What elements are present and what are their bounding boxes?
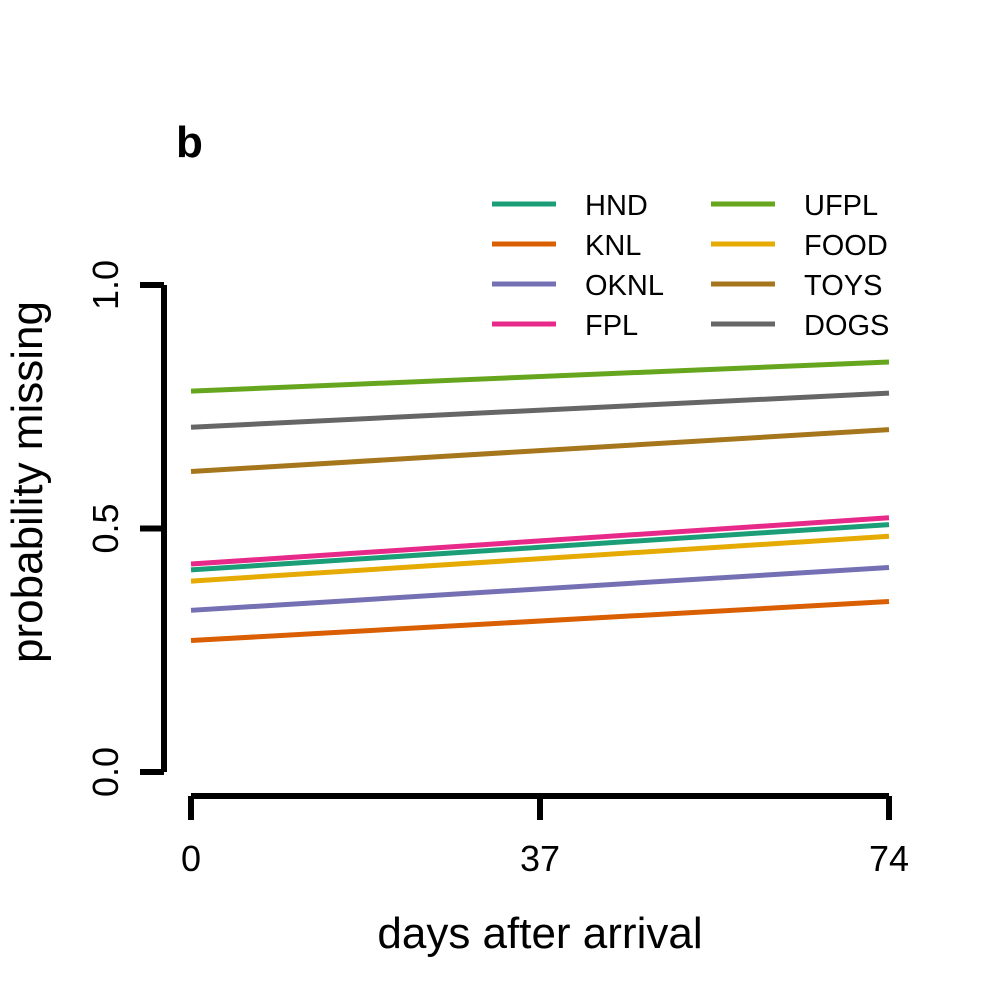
legend-label: UFPL xyxy=(804,190,878,222)
legend-label: FOOD xyxy=(804,230,888,262)
series-line-food xyxy=(190,533,890,584)
legend-label: FPL xyxy=(585,310,638,342)
legend: HND KNL OKNL FPL UFPL FOOD TOYS DOGS xyxy=(492,190,889,342)
x-tick-label: 37 xyxy=(520,838,560,879)
series-line-knl xyxy=(190,599,890,644)
y-axis: 0.0 0.5 1.0 xyxy=(85,260,167,797)
series-line-fpl xyxy=(190,515,890,567)
y-axis-title: probability missing xyxy=(3,301,52,663)
series-line-toys xyxy=(190,427,890,475)
legend-label: TOYS xyxy=(804,270,882,302)
legend-label: OKNL xyxy=(585,270,664,302)
series-line-oknl xyxy=(190,564,890,613)
y-tick-label: 1.0 xyxy=(85,260,126,310)
y-tick-label: 0.5 xyxy=(85,503,126,553)
x-axis: 0 37 74 xyxy=(181,793,909,879)
legend-label: KNL xyxy=(585,230,641,262)
panel-label: b xyxy=(176,118,203,167)
y-tick-label: 0.0 xyxy=(85,747,126,797)
legend-label: HND xyxy=(585,190,648,222)
legend-label: DOGS xyxy=(804,310,889,342)
x-tick-label: 0 xyxy=(181,838,201,879)
series-lines xyxy=(190,359,890,644)
x-axis-title: days after arrival xyxy=(377,909,702,958)
series-line-hnd xyxy=(190,522,890,573)
series-line-ufpl xyxy=(190,359,890,394)
x-tick-label: 74 xyxy=(869,838,909,879)
series-line-dogs xyxy=(190,390,890,430)
